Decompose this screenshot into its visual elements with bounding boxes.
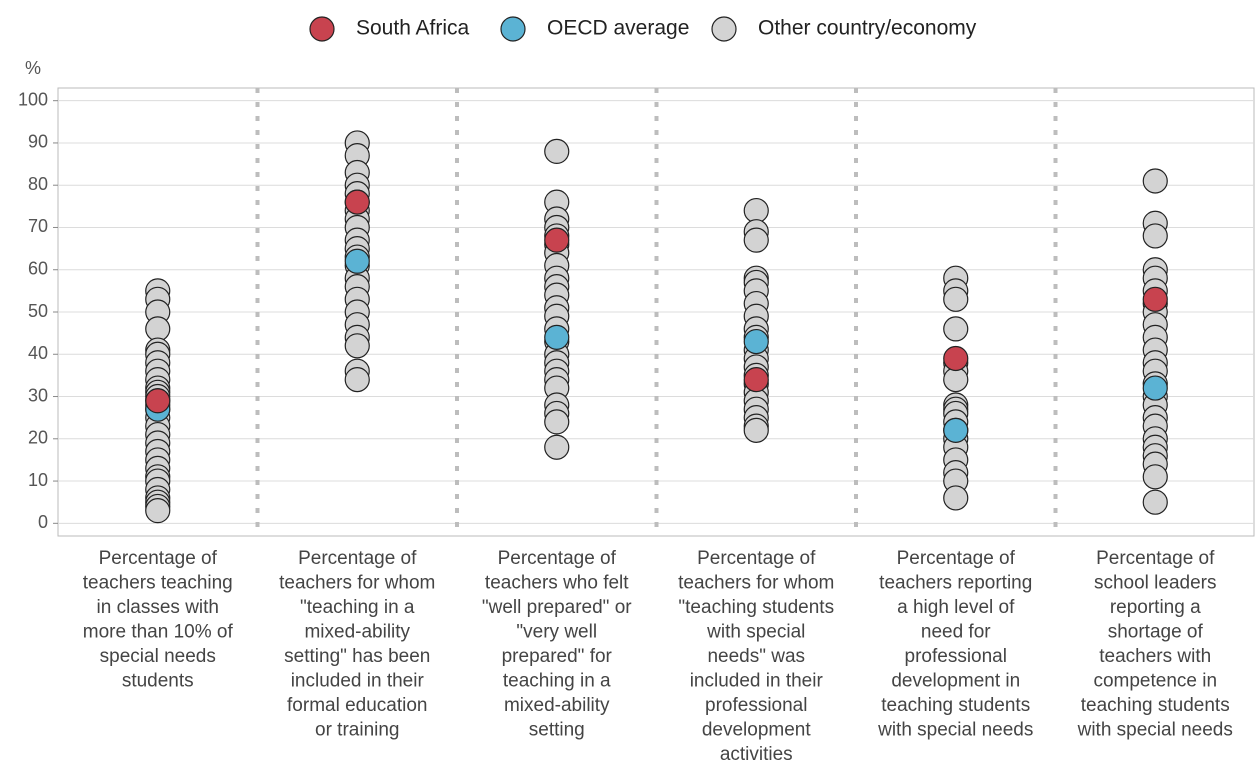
dot xyxy=(943,367,969,393)
legend-label: OECD average xyxy=(547,17,689,40)
x-tick-label: mixed-ability xyxy=(504,695,610,716)
x-tick-label: a high level of xyxy=(897,597,1015,618)
x-tick-label: professional xyxy=(905,646,1007,667)
x-tick-label: activities xyxy=(720,744,793,763)
x-tick-label: students xyxy=(122,671,194,692)
y-tick-label: 40 xyxy=(28,343,48,363)
dot xyxy=(1142,168,1168,194)
x-tick-label: "teaching students xyxy=(678,597,834,618)
x-tick-label: teachers who felt xyxy=(485,573,629,594)
y-tick-label: 80 xyxy=(28,174,48,194)
dot xyxy=(743,417,769,443)
x-tick-label: "very well xyxy=(516,622,597,643)
x-tick-label: or training xyxy=(315,720,400,741)
y-unit: % xyxy=(25,58,41,78)
dot xyxy=(943,417,969,443)
dot xyxy=(544,409,570,435)
x-tick-label: teachers for whom xyxy=(279,573,435,594)
dot xyxy=(1142,223,1168,249)
dot xyxy=(1142,375,1168,401)
y-tick-label: 60 xyxy=(28,258,48,278)
x-tick-label: setting" has been xyxy=(284,646,430,667)
dot xyxy=(544,227,570,253)
dot xyxy=(344,248,370,274)
dot xyxy=(544,434,570,460)
dot xyxy=(943,485,969,511)
x-tick-label: development in xyxy=(891,671,1020,692)
x-tick-label: development xyxy=(702,720,812,741)
x-tick-label: more than 10% of xyxy=(83,622,234,643)
dot xyxy=(943,286,969,312)
x-tick-label: formal education xyxy=(287,695,427,716)
dot xyxy=(943,345,969,372)
legend-marker xyxy=(309,16,335,42)
dot xyxy=(743,227,769,253)
x-tick-label: reporting a xyxy=(1110,597,1201,618)
x-tick-label: professional xyxy=(705,695,807,716)
dot xyxy=(344,189,370,215)
y-tick-label: 50 xyxy=(28,301,48,321)
x-tick-label: Percentage of xyxy=(298,548,417,569)
x-tick-label: teachers teaching xyxy=(83,573,233,594)
dot xyxy=(344,333,370,359)
y-tick-label: 20 xyxy=(28,428,48,448)
dot xyxy=(145,316,171,342)
x-tick-label: Percentage of xyxy=(697,548,816,569)
dot xyxy=(544,324,570,350)
x-tick-label: mixed-ability xyxy=(304,622,410,643)
y-tick-label: 30 xyxy=(28,385,48,405)
x-tick-label: included in their xyxy=(690,671,824,692)
x-tick-label: teachers reporting xyxy=(879,573,1032,594)
x-tick-label: Percentage of xyxy=(99,548,218,569)
x-tick-label: school leaders xyxy=(1094,573,1217,594)
x-tick-label: special needs xyxy=(100,646,216,667)
x-tick-label: in classes with xyxy=(97,597,220,618)
y-tick-label: 0 xyxy=(38,512,48,532)
x-tick-label: teaching students xyxy=(1081,695,1230,716)
x-tick-label: competence in xyxy=(1093,671,1217,692)
x-tick-label: with special xyxy=(706,622,805,643)
x-tick-label: teachers for whom xyxy=(678,573,834,594)
dot xyxy=(145,388,171,414)
dot xyxy=(1142,286,1168,312)
x-tick-label: with special needs xyxy=(877,720,1033,741)
dot xyxy=(145,498,171,524)
dot xyxy=(943,316,969,342)
y-tick-label: 90 xyxy=(28,132,48,152)
legend-marker xyxy=(711,16,737,42)
x-tick-label: with special needs xyxy=(1077,720,1233,741)
x-tick-label: included in their xyxy=(291,671,425,692)
x-tick-label: needs" was xyxy=(707,646,805,667)
legend-label: Other country/economy xyxy=(758,17,977,40)
legend-label: South Africa xyxy=(356,17,470,40)
x-tick-label: need for xyxy=(921,622,991,643)
dot xyxy=(1142,464,1168,490)
x-tick-label: setting xyxy=(529,720,585,741)
dot xyxy=(743,367,769,393)
dot xyxy=(544,138,570,164)
x-tick-label: Percentage of xyxy=(498,548,617,569)
dot xyxy=(1142,489,1168,515)
x-tick-label: shortage of xyxy=(1108,622,1204,643)
dot xyxy=(344,367,370,393)
x-tick-label: teachers with xyxy=(1099,646,1211,667)
y-tick-label: 70 xyxy=(28,216,48,236)
x-tick-label: teaching in a xyxy=(503,671,611,692)
x-tick-label: Percentage of xyxy=(897,548,1016,569)
x-tick-label: Percentage of xyxy=(1096,548,1215,569)
dot xyxy=(743,328,769,355)
x-tick-label: "teaching in a xyxy=(300,597,415,618)
x-tick-label: teaching students xyxy=(881,695,1030,716)
y-tick-label: 100 xyxy=(18,89,48,109)
legend-marker xyxy=(500,16,526,42)
x-tick-label: "well prepared" or xyxy=(482,597,632,618)
x-tick-label: prepared" for xyxy=(502,646,613,667)
dot xyxy=(743,197,769,224)
y-tick-label: 10 xyxy=(28,470,48,490)
